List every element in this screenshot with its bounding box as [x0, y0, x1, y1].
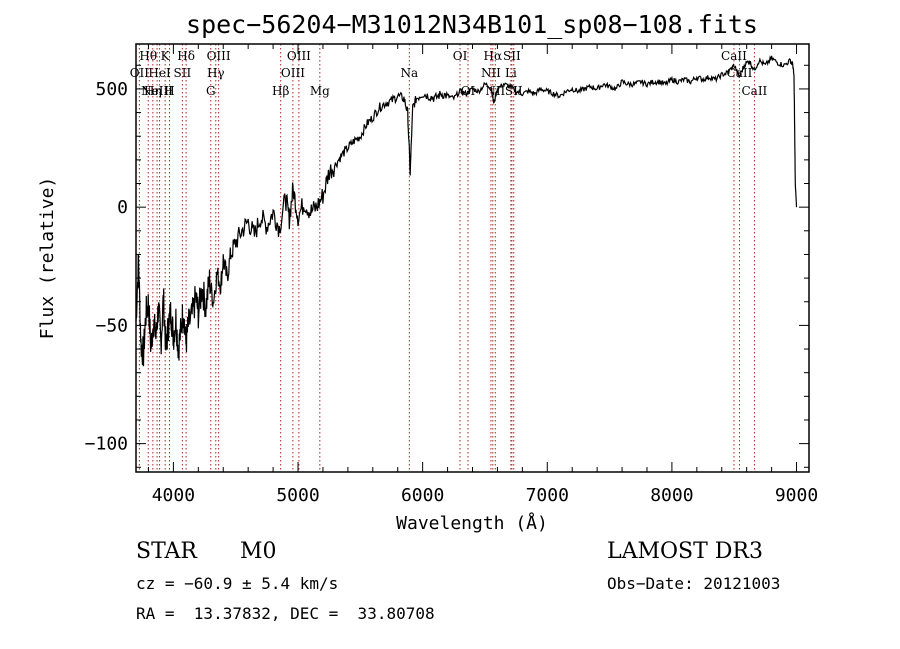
- line-label-13: OIII: [281, 66, 305, 80]
- line-label-3: NeIII: [141, 84, 173, 98]
- observation-date: Obs−Date: 20121003: [607, 574, 781, 593]
- line-label-9: G: [206, 84, 216, 98]
- line-label-12: Hβ: [272, 84, 289, 98]
- line-label-19: NII: [481, 66, 501, 80]
- y-tick-label-0: −100: [85, 434, 128, 455]
- spectral-line-labels: OIIHθHηNeIIIHeIKHSIIHδGHγOIIIHβOIIIOIIIM…: [130, 49, 768, 98]
- line-label-7: SII: [174, 66, 192, 80]
- line-label-2: Hη: [144, 84, 162, 98]
- line-label-6: H: [164, 84, 174, 98]
- line-label-27: CaII: [741, 84, 767, 98]
- line-label-23: SII: [503, 49, 521, 63]
- plot-frame: [135, 43, 810, 473]
- spectrum-series-line: [135, 55, 798, 367]
- y-tick-label-2: 0: [117, 197, 128, 218]
- coordinates: RA = 13.37832, DEC = 33.80708: [136, 604, 435, 623]
- survey-name: LAMOST DR3: [607, 539, 763, 564]
- x-tick-label-5: 9000: [775, 485, 818, 506]
- redshift-cz: cz = −60.9 ± 5.4 km/s: [136, 574, 339, 593]
- line-label-17: OI: [453, 49, 468, 63]
- object-class: STAR: [136, 539, 197, 564]
- x-tick-label-2: 6000: [401, 485, 444, 506]
- line-label-1: Hθ: [139, 49, 157, 63]
- y-tick-label-3: 500: [95, 79, 128, 100]
- line-label-5: K: [161, 49, 171, 63]
- x-tick-label-3: 7000: [526, 485, 569, 506]
- line-label-20: Hα: [484, 49, 503, 63]
- line-label-11: OIII: [207, 49, 231, 63]
- line-label-26: CaII: [727, 66, 753, 80]
- x-tick-label-4: 8000: [650, 485, 693, 506]
- line-label-8: Hδ: [177, 49, 195, 63]
- object-subclass: M0: [240, 539, 277, 564]
- line-label-15: Mg: [310, 84, 330, 98]
- spectral-line-markers: [138, 44, 755, 472]
- line-label-0: OII: [130, 66, 150, 80]
- line-label-14: OIII: [287, 49, 311, 63]
- line-label-4: HeI: [148, 66, 171, 80]
- line-label-22: Li: [505, 66, 517, 80]
- chart-title: spec−56204−M31012N34B101_sp08−108.fits: [186, 10, 758, 39]
- y-tick-label-1: −50: [95, 315, 128, 336]
- x-axis-label: Wavelength (Å): [396, 512, 548, 534]
- axis-ticks: 4000 5000 6000 7000 8000 9000 −100 −50 0 500: [85, 44, 818, 506]
- x-tick-label-0: 4000: [152, 485, 195, 506]
- line-label-10: Hγ: [207, 66, 225, 80]
- x-tick-label-1: 5000: [276, 485, 319, 506]
- line-label-25: CaII: [721, 49, 747, 63]
- y-axis-label: Flux (relative): [37, 177, 58, 340]
- line-label-16: Na: [400, 66, 418, 80]
